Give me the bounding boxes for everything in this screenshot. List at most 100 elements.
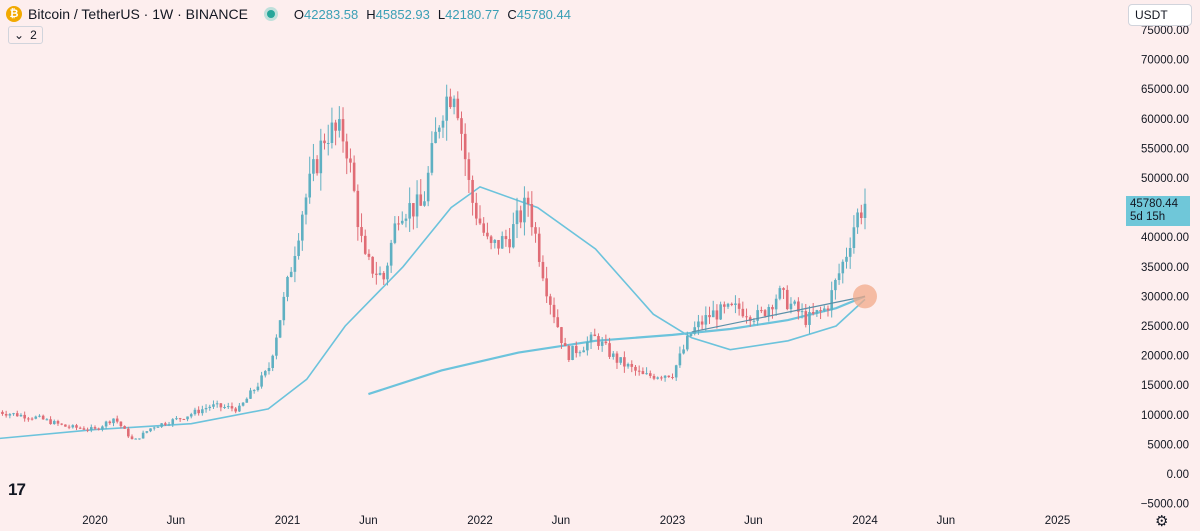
candle-body (52, 421, 56, 425)
candle-body (308, 173, 312, 198)
candle-body (623, 357, 626, 367)
candle-body (611, 353, 615, 357)
candle-body (352, 162, 356, 191)
candle-body (175, 418, 178, 420)
candle-body (15, 413, 19, 417)
price-tick-label: 40000.00 (1141, 232, 1189, 244)
candle-body (349, 158, 352, 163)
candle-body (23, 414, 26, 419)
candle-body (771, 307, 774, 310)
ohlc-low: L42180.77 (437, 6, 500, 22)
candle-body (149, 428, 152, 432)
candle-body (319, 140, 323, 174)
candle-body (38, 415, 41, 417)
candle-body (301, 214, 304, 241)
candle-body (508, 239, 511, 248)
candle-body (400, 220, 404, 224)
price-axis[interactable]: 75000.00 70000.00 65000.00 60000.00 55000.00… (1141, 25, 1189, 511)
candle-body (604, 341, 608, 344)
candle-body (800, 311, 804, 313)
gear-icon[interactable]: ⚙ (1155, 513, 1169, 530)
candle-body (215, 403, 219, 405)
candle-body (12, 413, 15, 415)
candle-body (582, 350, 585, 353)
candle-body (141, 432, 145, 439)
candle-body (330, 122, 334, 143)
candle-body (619, 357, 622, 363)
price-tick-label: 15000.00 (1141, 380, 1189, 392)
candle-body (393, 223, 397, 243)
candle-body (130, 436, 134, 440)
candle-body (815, 310, 819, 314)
candle-body (193, 409, 197, 415)
candle-body (445, 96, 448, 121)
candle-body (293, 256, 297, 272)
candle-body (338, 119, 341, 131)
time-tick-label: 2020 (82, 515, 108, 527)
candle-body (730, 303, 734, 305)
candle-body (697, 321, 700, 328)
currency-select[interactable]: USDT (1128, 4, 1192, 26)
candle-body (93, 427, 97, 429)
candle-body (271, 355, 274, 368)
time-tick-label: 2024 (852, 515, 878, 527)
candle-body (167, 424, 171, 426)
candle-body (134, 438, 138, 440)
indicators-toggle-button[interactable]: ⌄ 2 (8, 26, 43, 44)
candle-body (123, 426, 126, 429)
price-tick-label: 10000.00 (1141, 410, 1189, 422)
candlesticks (0, 84, 867, 440)
candle-body (360, 227, 363, 236)
candle-body (674, 365, 678, 378)
candle-body (819, 310, 822, 312)
candle-body (500, 236, 504, 249)
candle-body (512, 224, 515, 248)
chevron-down-icon: ⌄ (14, 28, 25, 42)
candle-body (286, 276, 289, 297)
candle-body (578, 352, 582, 354)
symbol-header: ₿ Bitcoin / TetherUS · 1W · BINANCE O422… (6, 4, 579, 24)
candle-body (363, 235, 367, 254)
candle-body (715, 310, 719, 320)
price-tick-label: 20000.00 (1141, 351, 1189, 363)
candle-body (278, 320, 282, 338)
candle-body (549, 296, 552, 305)
candle-body (785, 289, 789, 310)
candle-body (4, 413, 8, 416)
candle-body (289, 271, 293, 277)
candle-body (275, 337, 278, 356)
candle-body (252, 390, 256, 392)
symbol-title[interactable]: Bitcoin / TetherUS · 1W · BINANCE (28, 6, 248, 22)
candle-body (238, 405, 241, 412)
highlight-marker (853, 284, 877, 309)
candle-body (186, 416, 189, 420)
candle-body (497, 239, 500, 249)
candle-body (660, 377, 663, 379)
candle-body (49, 419, 52, 425)
candle-body (526, 197, 530, 205)
candle-body (1, 411, 4, 414)
candle-body (112, 418, 115, 424)
candle-body (389, 242, 393, 266)
candle-body (648, 373, 652, 376)
candle-body (656, 377, 659, 379)
candle-body (663, 375, 667, 378)
candle-body (204, 408, 208, 410)
candle-body (519, 210, 523, 223)
candle-body (326, 142, 330, 144)
candle-body (486, 232, 489, 237)
candle-body (386, 265, 389, 280)
candle-body (108, 421, 112, 424)
ohlc-high: H45852.93 (366, 6, 430, 22)
candle-body (811, 312, 815, 314)
candle-body (859, 212, 863, 218)
tradingview-logo[interactable]: 17 (8, 480, 26, 499)
candle-body (763, 310, 767, 317)
time-axis[interactable]: 2020 Jun 2021 Jun 2022 Jun 2023 Jun 2024 Jun 2025 (82, 515, 1070, 527)
candle-body (82, 428, 86, 430)
time-tick-label: 2023 (660, 515, 686, 527)
candle-body (75, 425, 78, 428)
candle-body (201, 409, 204, 414)
candle-body (545, 278, 548, 297)
